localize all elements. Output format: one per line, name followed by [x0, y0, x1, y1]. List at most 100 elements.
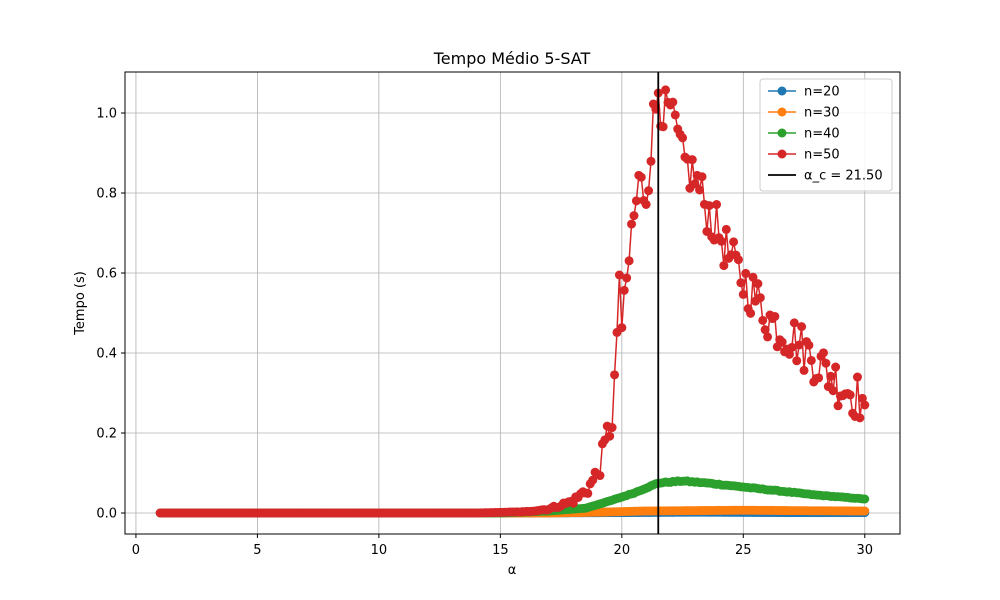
- legend-label: n=40: [804, 127, 840, 142]
- y-tick-label: 0.8: [96, 187, 117, 202]
- data-point: [629, 211, 639, 221]
- legend-label: n=50: [804, 148, 840, 163]
- y-tick-label: 1.0: [96, 107, 117, 122]
- data-point: [831, 362, 841, 372]
- x-tick-label: 10: [371, 543, 388, 558]
- data-point: [736, 278, 746, 288]
- x-tick-label: 5: [253, 543, 261, 558]
- data-point: [763, 332, 773, 342]
- data-point: [670, 110, 680, 120]
- data-point: [821, 358, 831, 368]
- data-point: [860, 400, 870, 410]
- data-point: [619, 285, 629, 295]
- data-point: [695, 185, 705, 195]
- x-tick-label: 15: [492, 543, 509, 558]
- x-axis: 0 5 10 15 20 25 30: [132, 534, 873, 558]
- data-point: [804, 340, 814, 350]
- legend-marker: [777, 86, 787, 96]
- legend-box: [759, 78, 893, 192]
- x-tick-label: 20: [614, 543, 631, 558]
- data-point: [631, 196, 641, 206]
- data-point: [792, 356, 802, 366]
- data-point: [617, 323, 627, 333]
- data-point: [741, 268, 751, 278]
- data-point: [607, 423, 617, 433]
- y-tick-label: 0.2: [96, 427, 117, 442]
- data-point: [818, 348, 828, 358]
- data-point: [755, 293, 765, 303]
- legend-label: n=20: [804, 85, 840, 100]
- series-n=50: [155, 85, 870, 518]
- data-point: [668, 97, 678, 107]
- data-point: [738, 289, 748, 299]
- y-axis-label: Tempo (s): [73, 271, 88, 336]
- data-point: [814, 373, 824, 383]
- x-axis-label: α: [508, 563, 517, 578]
- legend-item: n=40: [768, 127, 840, 142]
- data-point: [760, 325, 770, 335]
- data-point: [704, 201, 714, 211]
- data-point: [826, 371, 836, 381]
- data-point: [787, 342, 797, 352]
- data-point: [845, 390, 855, 400]
- legend-item: α_c = 21.50: [768, 169, 883, 184]
- data-point: [729, 237, 739, 247]
- legend-item: n=50: [768, 148, 840, 163]
- data-point: [753, 279, 763, 289]
- data-point: [860, 506, 870, 516]
- x-tick-label: 25: [735, 543, 752, 558]
- data-point: [614, 270, 624, 280]
- y-tick-label: 0.6: [96, 267, 117, 282]
- y-tick-label: 0.4: [96, 347, 117, 362]
- data-point: [658, 122, 668, 132]
- legend-marker: [777, 149, 787, 159]
- data-point: [636, 172, 646, 182]
- legend-label: n=30: [804, 106, 840, 121]
- y-axis: 0.0 0.2 0.4 0.6 0.8 1.0: [96, 107, 125, 522]
- data-point: [646, 156, 656, 166]
- data-point: [721, 224, 731, 234]
- plot-frame: [124, 71, 901, 535]
- legend: n=20 n=30 n=40 n=50 α_c = 21.50: [759, 78, 893, 192]
- data-point: [719, 261, 729, 271]
- data-point: [797, 322, 807, 332]
- legend-marker: [777, 107, 787, 117]
- data-point: [610, 370, 620, 380]
- legend-item: n=20: [768, 85, 840, 100]
- data-point: [661, 85, 671, 95]
- y-tick-label: 0.0: [96, 507, 117, 522]
- data-point: [624, 256, 634, 266]
- data-point: [794, 340, 804, 350]
- data-point: [583, 488, 593, 498]
- data-point: [690, 179, 700, 189]
- data-point: [855, 413, 865, 423]
- data-point: [644, 186, 654, 196]
- data-point: [641, 199, 651, 209]
- legend-item: n=30: [768, 106, 840, 121]
- data-point: [777, 337, 787, 347]
- data-point: [852, 372, 862, 382]
- data-point: [622, 273, 632, 283]
- data-point: [746, 308, 756, 318]
- data-point: [687, 155, 697, 165]
- data-point: [733, 255, 743, 265]
- data-point: [712, 200, 722, 210]
- data-point: [758, 315, 768, 325]
- data-point: [833, 401, 843, 411]
- data-point: [605, 431, 615, 441]
- data-point: [860, 494, 870, 504]
- data-point: [799, 365, 809, 375]
- data-point: [770, 311, 780, 321]
- x-tick-label: 30: [856, 543, 873, 558]
- legend-marker: [777, 128, 787, 138]
- data-point: [789, 318, 799, 328]
- data-point: [784, 349, 794, 359]
- chart-title: Tempo Médio 5-SAT: [433, 49, 591, 68]
- data-point: [748, 272, 758, 282]
- data-point: [627, 219, 637, 229]
- data-point: [697, 172, 707, 182]
- data-point: [806, 355, 816, 365]
- data-point: [595, 471, 605, 481]
- data-point: [828, 386, 838, 396]
